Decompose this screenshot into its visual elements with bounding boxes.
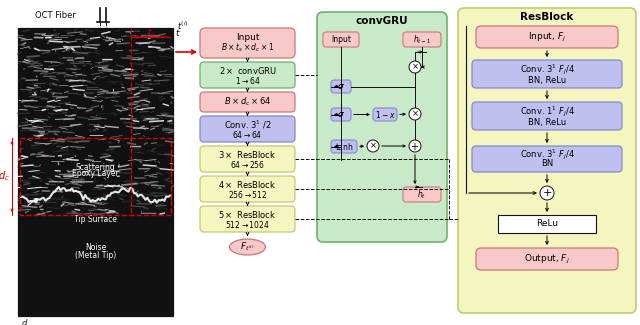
FancyBboxPatch shape xyxy=(200,116,295,142)
Text: $\tanh$: $\tanh$ xyxy=(335,141,353,152)
FancyBboxPatch shape xyxy=(200,28,295,58)
Text: Input: Input xyxy=(331,35,351,44)
Text: OCT Fiber: OCT Fiber xyxy=(35,11,76,20)
Text: $64 \rightarrow 64$: $64 \rightarrow 64$ xyxy=(232,128,262,139)
Text: $t$: $t$ xyxy=(175,27,181,37)
Text: $1-x$: $1-x$ xyxy=(374,109,396,120)
Text: Epoxy Layer: Epoxy Layer xyxy=(72,170,119,178)
Circle shape xyxy=(367,140,379,152)
Text: $1 \rightarrow 64$: $1 \rightarrow 64$ xyxy=(235,74,260,85)
Text: Tip Surface: Tip Surface xyxy=(74,215,117,225)
Text: $\sigma$: $\sigma$ xyxy=(337,110,345,119)
FancyBboxPatch shape xyxy=(200,62,295,88)
FancyBboxPatch shape xyxy=(331,80,351,93)
Text: Conv. $3^1$ $F_j/4$: Conv. $3^1$ $F_j/4$ xyxy=(520,148,575,162)
Text: ResBlock: ResBlock xyxy=(520,12,573,22)
FancyBboxPatch shape xyxy=(200,176,295,202)
Text: $\times$: $\times$ xyxy=(369,141,377,151)
Ellipse shape xyxy=(230,239,266,255)
FancyBboxPatch shape xyxy=(472,102,622,130)
FancyBboxPatch shape xyxy=(373,108,397,121)
Text: Conv. $1^1$ $F_j/4$: Conv. $1^1$ $F_j/4$ xyxy=(520,105,575,119)
Text: $d$: $d$ xyxy=(21,318,28,325)
Bar xyxy=(498,215,596,233)
Text: Noise: Noise xyxy=(85,243,106,253)
Circle shape xyxy=(409,61,421,73)
Text: $+$: $+$ xyxy=(410,140,419,151)
Text: $t_s$: $t_s$ xyxy=(147,27,155,39)
Circle shape xyxy=(540,186,554,200)
FancyBboxPatch shape xyxy=(472,60,622,88)
FancyBboxPatch shape xyxy=(200,92,295,112)
FancyBboxPatch shape xyxy=(458,8,636,313)
Text: ReLu: ReLu xyxy=(536,219,558,228)
Text: $512 \rightarrow 1024$: $512 \rightarrow 1024$ xyxy=(225,218,270,229)
Text: Conv. $3^1$ /2: Conv. $3^1$ /2 xyxy=(223,119,271,131)
FancyBboxPatch shape xyxy=(331,108,351,121)
Text: $64 \rightarrow 256$: $64 \rightarrow 256$ xyxy=(230,159,265,170)
Text: Output, $F_j$: Output, $F_j$ xyxy=(524,253,570,266)
Text: BN, ReLu: BN, ReLu xyxy=(528,75,566,84)
Text: $4\times$ ResBlock: $4\times$ ResBlock xyxy=(218,179,276,190)
Text: Scattering: Scattering xyxy=(76,162,115,172)
FancyBboxPatch shape xyxy=(323,32,359,47)
Text: $h_t$: $h_t$ xyxy=(417,188,426,201)
Text: $\times$: $\times$ xyxy=(411,109,419,119)
Text: $3\times$ ResBlock: $3\times$ ResBlock xyxy=(218,150,276,161)
Bar xyxy=(18,28,173,316)
Text: BN: BN xyxy=(541,160,553,168)
Text: BN, ReLu: BN, ReLu xyxy=(528,118,566,126)
Text: $d_c$: $d_c$ xyxy=(0,170,10,183)
Text: $B \times t_s \times d_c \times 1$: $B \times t_s \times d_c \times 1$ xyxy=(221,42,274,54)
Text: $256 \rightarrow 512$: $256 \rightarrow 512$ xyxy=(228,188,268,200)
FancyBboxPatch shape xyxy=(476,26,618,48)
FancyBboxPatch shape xyxy=(472,146,622,172)
FancyBboxPatch shape xyxy=(403,187,441,202)
FancyBboxPatch shape xyxy=(331,140,357,153)
Text: $2\times$ convGRU: $2\times$ convGRU xyxy=(218,66,276,76)
FancyBboxPatch shape xyxy=(200,206,295,232)
Text: Conv. $3^1$ $F_j/4$: Conv. $3^1$ $F_j/4$ xyxy=(520,63,575,77)
Text: $t^{(i)}$: $t^{(i)}$ xyxy=(177,20,189,32)
FancyBboxPatch shape xyxy=(476,248,618,270)
Text: $B \times d_c \times 64$: $B \times d_c \times 64$ xyxy=(224,96,271,108)
Text: $5\times$ ResBlock: $5\times$ ResBlock xyxy=(218,210,276,220)
Text: convGRU: convGRU xyxy=(356,16,408,26)
Text: $\times$: $\times$ xyxy=(411,62,419,72)
Text: $+$: $+$ xyxy=(542,188,552,199)
Text: $h_{t-1}$: $h_{t-1}$ xyxy=(413,33,431,46)
Text: (Metal Tip): (Metal Tip) xyxy=(75,252,116,261)
Circle shape xyxy=(409,108,421,120)
Text: Input, $F_j$: Input, $F_j$ xyxy=(528,31,566,44)
Circle shape xyxy=(409,140,421,152)
FancyBboxPatch shape xyxy=(317,12,447,242)
Text: $\sigma$: $\sigma$ xyxy=(337,82,345,91)
Text: $F_{t^{(i)}}$: $F_{t^{(i)}}$ xyxy=(240,241,255,253)
Text: Input: Input xyxy=(236,33,259,43)
FancyBboxPatch shape xyxy=(403,32,441,47)
FancyBboxPatch shape xyxy=(200,146,295,172)
